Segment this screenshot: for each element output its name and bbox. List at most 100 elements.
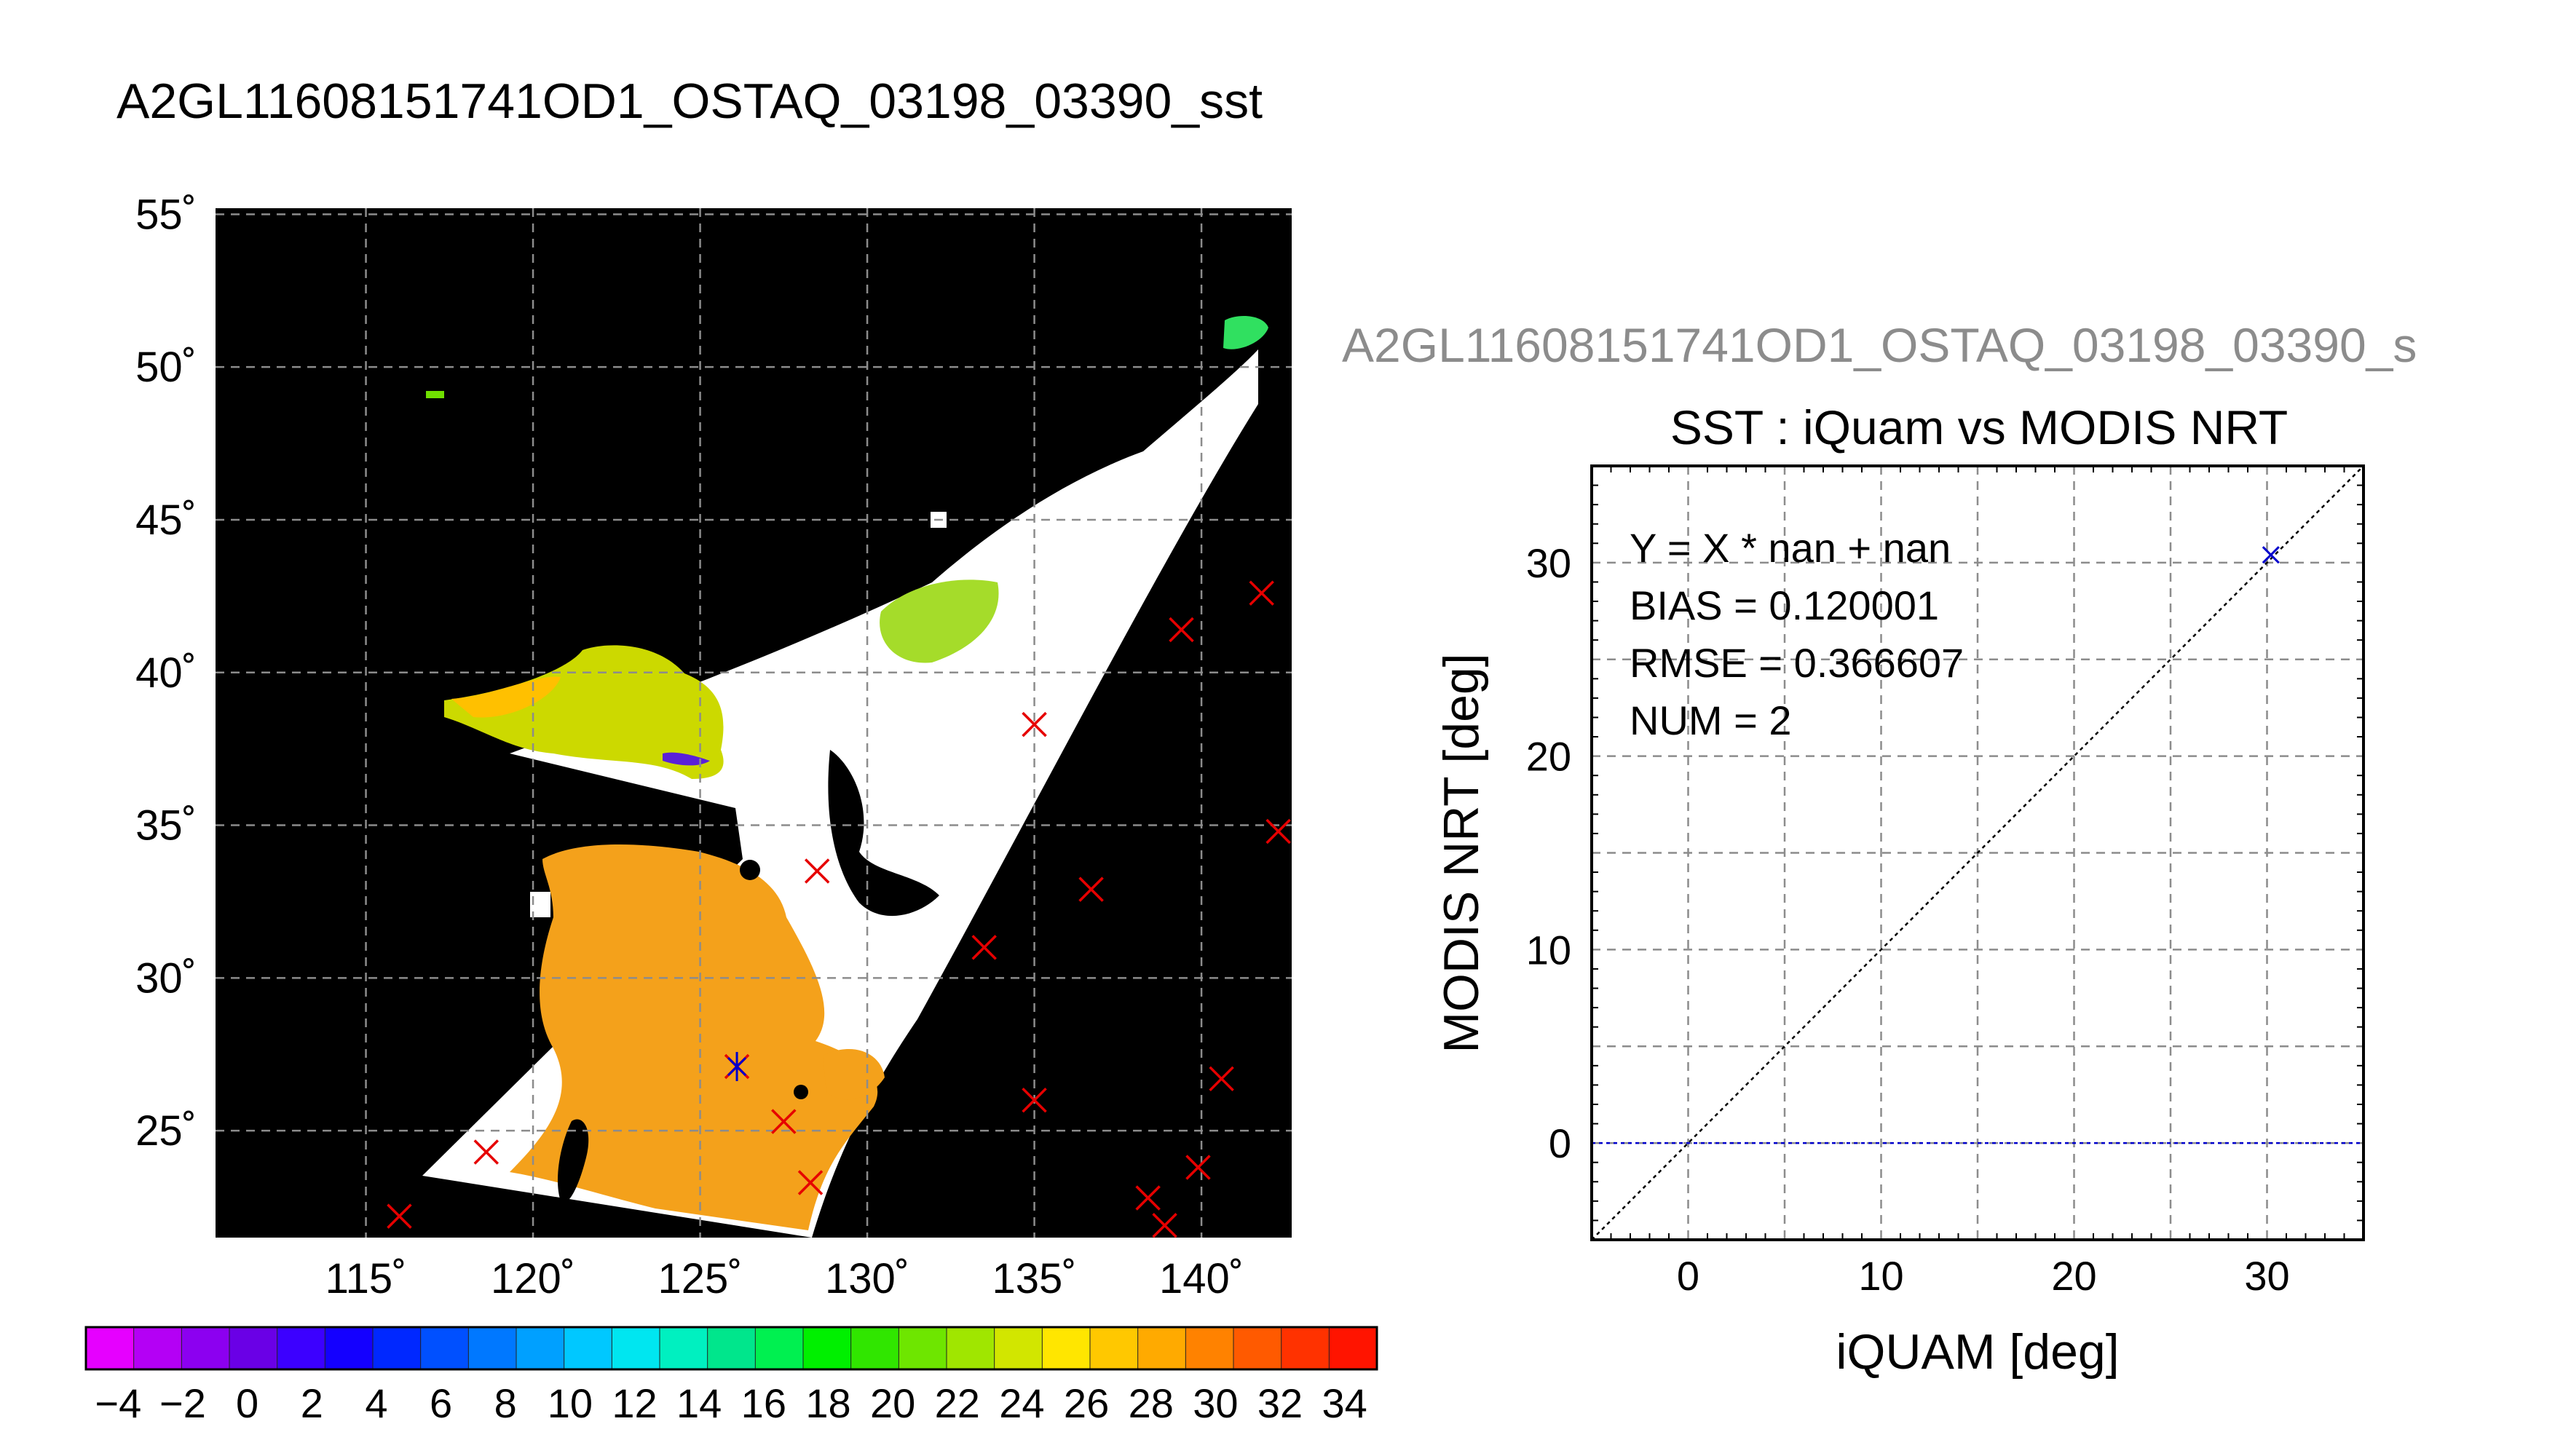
colorbar-tick-label: 12 <box>612 1380 657 1426</box>
colorbar-swatch <box>754 1326 805 1370</box>
land-okinawa <box>794 1085 808 1099</box>
colorbar-swatch <box>707 1326 757 1370</box>
map-x-tick-label: 130˚ <box>825 1255 909 1302</box>
scatter-x-axis-label: iQUAM [deg] <box>1836 1324 2119 1380</box>
map-sst-field <box>422 316 1268 1238</box>
scatter-x-tick-label: 30 <box>2244 1253 2289 1299</box>
page-title: A2GL11608151741OD1_OSTAQ_03198_03390_sst <box>117 74 1263 129</box>
match-marker-stroke-b <box>1152 1212 1177 1238</box>
colorbar-swatch <box>1041 1326 1091 1370</box>
colorbar-tick-label: 4 <box>365 1380 387 1426</box>
map-x-tick-label: 115˚ <box>325 1255 407 1302</box>
colorbar-tick-label: 18 <box>805 1380 850 1426</box>
match-marker <box>1209 1066 1234 1092</box>
map-y-tick-label: 25˚ <box>135 1107 197 1155</box>
match-marker <box>971 935 997 960</box>
scatter-x-tick-label: 10 <box>1858 1253 1903 1299</box>
map-y-tick-label: 30˚ <box>135 954 197 1002</box>
match-marker <box>1135 1185 1161 1211</box>
match-marker <box>1169 617 1194 643</box>
match-marker <box>1265 818 1291 844</box>
colorbar-tick-label: 6 <box>430 1380 452 1426</box>
colorbar-ticks: −4 −2 0 2 4 6 8 10 12 14 16 18 20 22 24 26 28 30 32 34 <box>95 1380 1367 1426</box>
map-markers <box>387 580 1291 1238</box>
map-grid <box>216 208 1292 1238</box>
match-marker-stroke-b <box>473 1139 499 1165</box>
colorbar-swatch <box>802 1326 852 1370</box>
match-marker-stroke-b <box>1209 1066 1234 1092</box>
match-marker <box>387 1203 412 1229</box>
match-marker-stroke-b <box>1078 877 1104 902</box>
match-marker-stroke-b <box>1022 711 1047 737</box>
map-x-tick-label: 140˚ <box>1159 1255 1244 1302</box>
map-x-tick-label: 135˚ <box>992 1255 1077 1302</box>
match-marker-stroke-b <box>387 1203 412 1229</box>
colorbar-tick-label: 28 <box>1129 1380 1174 1426</box>
match-marker <box>473 1139 499 1165</box>
scatter-y-tick-label: 30 <box>1526 540 1571 586</box>
map-x-tick-label: 120˚ <box>491 1255 575 1302</box>
map-y-tick-label: 55˚ <box>135 191 197 238</box>
stat-bias: BIAS = 0.120001 <box>1630 582 1939 628</box>
colorbar-tick-label: 14 <box>676 1380 722 1426</box>
match-marker-stroke-b <box>804 858 830 884</box>
colorbar-swatch <box>946 1326 995 1370</box>
colorbar-swatch <box>564 1326 613 1370</box>
match-marker <box>1185 1155 1211 1180</box>
scatter-y-tick-label: 10 <box>1526 927 1571 973</box>
colorbar-tick-label: 2 <box>301 1380 323 1426</box>
scatter-points <box>2262 546 2280 564</box>
colorbar-swatch <box>277 1326 326 1370</box>
match-marker <box>1078 877 1104 902</box>
match-marker-stroke-b <box>1022 1087 1047 1113</box>
scatter-file-label: A2GL11608151741OD1_OSTAQ_03198_03390_s <box>1342 318 2417 372</box>
sst-patch-cool-water <box>663 752 710 766</box>
colorbar-swatch <box>133 1326 183 1370</box>
match-marker <box>1249 580 1274 606</box>
match-marker <box>797 1170 824 1195</box>
colorbar-swatch <box>1185 1326 1235 1370</box>
colorbar-tick-label: 26 <box>1064 1380 1109 1426</box>
scatter-reference-lines <box>1591 465 2364 1241</box>
scatter-x-ticks: 0 10 20 30 <box>1677 1253 2290 1299</box>
sst-patch-south-orange <box>823 1049 885 1100</box>
match-marker <box>1022 1087 1047 1113</box>
one-to-one-line <box>1591 465 2364 1241</box>
colorbar-swatch <box>324 1326 374 1370</box>
colorbar-swatch <box>1328 1326 1378 1370</box>
colorbar-swatch <box>850 1326 900 1370</box>
colorbar-tick-label: 30 <box>1193 1380 1238 1426</box>
sst-patch-japan-sea <box>880 579 999 663</box>
colorbar-swatch <box>994 1326 1043 1370</box>
scatter-y-tick-label: 0 <box>1549 1120 1571 1166</box>
stat-fit: Y = X * nan + nan <box>1630 525 1951 571</box>
stat-rmse: RMSE = 0.366607 <box>1630 640 1964 686</box>
match-marker-stroke-b <box>797 1170 824 1195</box>
map-y-tick-label: 50˚ <box>135 344 197 391</box>
colorbar-tick-label: −2 <box>159 1380 206 1426</box>
colorbar-tick-label: 34 <box>1322 1380 1367 1426</box>
colorbar-swatch <box>85 1326 135 1370</box>
map-x-ticks: 115˚ 120˚ 125˚ 130˚ 135˚ 140˚ <box>325 1255 1244 1302</box>
colorbar-tick-label: 8 <box>494 1380 517 1426</box>
colorbar-tick-label: 32 <box>1257 1380 1303 1426</box>
colorbar-swatch <box>898 1326 948 1370</box>
scatter-point-stroke-b <box>2262 546 2280 564</box>
map-y-tick-label: 35˚ <box>135 802 197 850</box>
scatter-y-ticks: 30 20 10 0 <box>1526 540 1571 1166</box>
colorbar-swatch <box>1281 1326 1330 1370</box>
colorbar: −4 −2 0 2 4 6 8 10 12 14 16 18 20 22 24 26 28 30 32 34 <box>84 1326 1378 1426</box>
sst-patch-okhotsk <box>1223 316 1268 349</box>
colorbar-swatch <box>1233 1326 1282 1370</box>
colorbar-tick-label: 22 <box>935 1380 980 1426</box>
match-marker <box>1022 711 1047 737</box>
colorbar-swatch <box>659 1326 708 1370</box>
scatter-panel: A2GL11608151741OD1_OSTAQ_03198_03390_s S… <box>1342 318 2417 1380</box>
match-marker-stroke-b <box>971 935 997 960</box>
scatter-y-tick-label: 20 <box>1526 734 1571 780</box>
sst-patch-yellow-sea <box>444 645 724 779</box>
map-y-tick-label: 45˚ <box>135 496 197 544</box>
scatter-stats: Y = X * nan + nan BIAS = 0.120001 RMSE =… <box>1630 525 1964 743</box>
colorbar-tick-label: 0 <box>236 1380 258 1426</box>
